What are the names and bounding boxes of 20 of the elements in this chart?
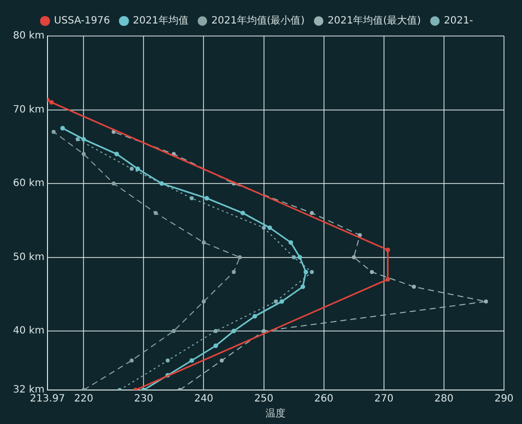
legend-label: 2021- (444, 16, 474, 27)
y-tick-label: 60 km (13, 178, 44, 190)
legend-label: 2021年均值 (132, 14, 188, 27)
x-tick-label: 290 (494, 394, 514, 405)
y-tick-label: 70 km (13, 104, 44, 116)
y-tick-label: 80 km (13, 30, 44, 42)
x-tick-label: 213.97 (30, 394, 65, 405)
y-tick-label: 40 km (13, 326, 44, 337)
x-tick-label: 280 (434, 394, 454, 405)
legend-label: 2021年均值(最大值) (328, 14, 421, 27)
x-tick-label: 230 (134, 394, 154, 405)
x-tick-label: 250 (254, 394, 274, 405)
x-axis-title: 温度 (266, 408, 286, 420)
x-tick-label: 220 (74, 394, 94, 405)
x-tick-label: 260 (314, 394, 334, 405)
x-tick-label: 270 (374, 394, 394, 405)
legend-label: USSA-1976 (54, 16, 110, 27)
legend-label: 2021年均值(最小值) (211, 14, 305, 27)
y-tick-label: 50 km (13, 252, 44, 263)
x-tick-label: 240 (194, 394, 214, 405)
